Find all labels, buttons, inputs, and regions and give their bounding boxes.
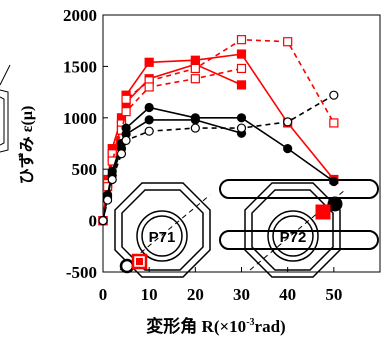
series-4-point xyxy=(329,176,339,187)
series-2 xyxy=(98,35,339,226)
inset-label-p71: P71 xyxy=(149,229,176,246)
y-tick-label: 0 xyxy=(89,212,98,231)
series-6-point xyxy=(329,90,339,100)
series-6-point xyxy=(144,126,154,136)
tie-hoop-outline xyxy=(219,179,379,250)
series-2-point xyxy=(236,35,247,45)
series-3-point xyxy=(190,74,200,84)
series-2-point xyxy=(190,63,200,74)
y-axis-title: ひずみ ε(μ) xyxy=(17,106,36,185)
series-6-point xyxy=(190,123,200,133)
x-tick-label: 0 xyxy=(99,285,108,304)
x-axis-title-main: 変形角 R( xyxy=(146,316,220,336)
y-tick-label: 500 xyxy=(72,160,98,179)
series-6-point xyxy=(103,195,113,205)
x-tick-label: 50 xyxy=(325,285,342,304)
series-4-line xyxy=(102,106,335,221)
x-tick-label: 10 xyxy=(141,285,158,304)
series-2-line xyxy=(102,38,335,221)
y-tick-label: 1500 xyxy=(63,57,97,76)
x-axis-title-unit: rad) xyxy=(255,317,286,336)
series-6-point xyxy=(107,174,117,185)
series-4-point xyxy=(236,113,247,123)
series-layer xyxy=(98,35,339,226)
series-3 xyxy=(98,63,247,226)
p72-square-marker xyxy=(315,204,331,220)
series-1-point xyxy=(236,80,247,90)
series-6-point xyxy=(121,135,131,146)
p71-square-fill xyxy=(136,258,143,265)
x-tick-label: 30 xyxy=(233,285,250,304)
y-tick-label: -500 xyxy=(66,263,97,282)
p72-black-dot xyxy=(327,196,343,212)
p72-section xyxy=(244,182,341,278)
series-4-point xyxy=(283,144,293,154)
inset-markers: P71 P72 xyxy=(119,196,343,274)
x-axis-title-mult: ×10 xyxy=(220,317,247,336)
p71-section xyxy=(114,182,211,278)
series-6-point xyxy=(236,123,247,133)
series-4-point xyxy=(144,102,154,113)
y-tick-label: 2000 xyxy=(63,6,97,25)
p71-open-marker xyxy=(119,258,135,274)
x-tick-label: 40 xyxy=(279,285,296,304)
series-0-line xyxy=(102,53,335,221)
series-5-point xyxy=(190,115,200,125)
x-tick-label: 20 xyxy=(187,285,204,304)
series-6-point xyxy=(98,216,108,226)
series-4 xyxy=(98,102,339,226)
inset-label-p72: P72 xyxy=(280,229,307,246)
y-tick-label: 1000 xyxy=(63,109,97,128)
series-6-point xyxy=(116,149,127,159)
series-5-point xyxy=(144,115,154,125)
series-3-point xyxy=(144,82,154,92)
series-0-point xyxy=(144,57,154,67)
cropped-neighbor-figure xyxy=(0,64,11,153)
series-2-point xyxy=(283,37,293,47)
series-3-point xyxy=(236,63,247,74)
series-3-point xyxy=(121,107,131,117)
series-2-point xyxy=(121,94,131,104)
x-axis-title: 変形角 R(×10-3rad) xyxy=(146,316,285,336)
series-2-point xyxy=(329,118,339,128)
series-0-point xyxy=(236,49,247,59)
x-axis-title-exp: -3 xyxy=(246,317,254,328)
series-6-line xyxy=(102,94,335,221)
series-6 xyxy=(98,90,339,226)
series-6-point xyxy=(283,117,293,127)
